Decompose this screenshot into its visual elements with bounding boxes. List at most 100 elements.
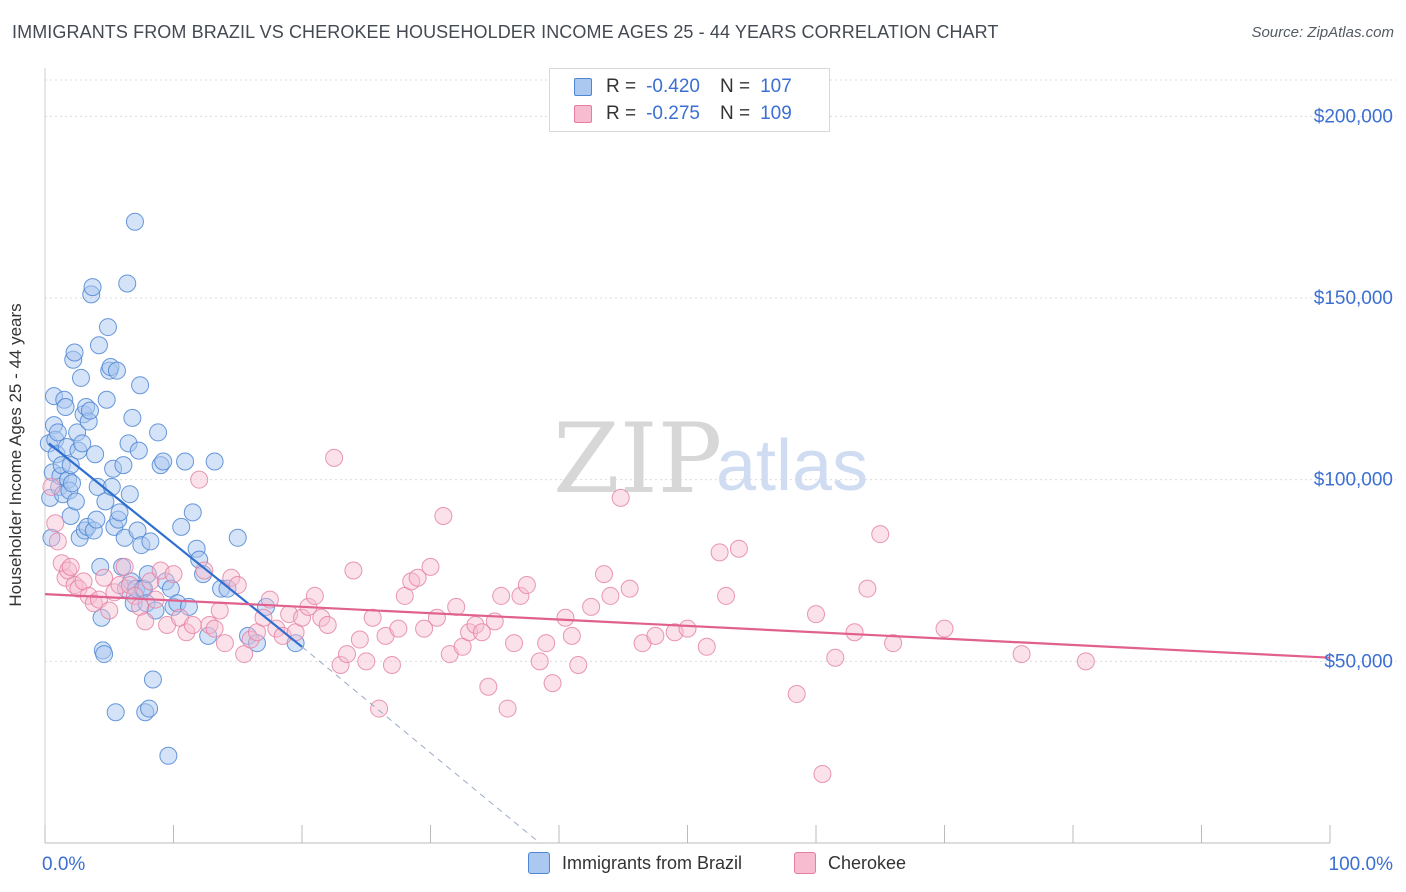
cherokee-trend-line	[44, 593, 1331, 659]
brazil-point-71	[129, 441, 148, 460]
stats-row-brazil: R = -0.420 N = 107	[574, 75, 792, 99]
tick-labels: $50,000 $100,000 $150,000 $200,000 0.0% 100.0…	[42, 106, 1393, 875]
cherokee-point-32	[200, 616, 219, 634]
y-tick-label-2: $150,000	[1314, 288, 1393, 309]
watermark: ZIP atlas	[553, 403, 868, 515]
cherokee-point-109	[935, 619, 954, 638]
cherokee-point-49	[305, 586, 324, 605]
y-tick-label-3: $200,000	[1314, 106, 1393, 127]
cherokee-point-65	[408, 568, 427, 587]
brazil-point-45	[95, 645, 114, 664]
cherokee-point-54	[337, 645, 356, 664]
axes	[44, 68, 1331, 844]
legend-label-cherokee: Cherokee	[828, 852, 907, 873]
cherokee-point-101	[729, 539, 748, 558]
r-value-brazil: -0.420	[646, 76, 700, 97]
cherokee-legend-swatch	[794, 852, 816, 874]
brazil-point-81	[143, 670, 162, 689]
cherokee-point-84	[537, 634, 556, 653]
source-label: Source: ZipAtlas.com	[1251, 24, 1394, 41]
cherokee-point-53	[331, 655, 350, 674]
cherokee-point-81	[511, 586, 530, 605]
cherokee-point-68	[427, 608, 446, 627]
cherokee-point-14	[100, 601, 119, 620]
cherokee-point-43	[267, 619, 286, 638]
brazil-point-20	[62, 474, 81, 493]
brazil-point-23	[66, 492, 85, 511]
brazil-point-80	[141, 532, 160, 551]
brazil-point-62	[118, 274, 137, 293]
brazil-point-27	[71, 368, 90, 387]
cherokee-point-69	[434, 507, 453, 525]
cherokee-point-100	[717, 586, 736, 605]
cherokee-point-71	[447, 597, 466, 616]
n-label: N =	[719, 76, 751, 97]
cherokee-point-111	[1076, 652, 1095, 671]
cherokee-point-34	[210, 601, 229, 620]
brazil-point-102	[228, 528, 247, 547]
grid-lines	[45, 79, 1396, 662]
watermark-zip: ZIP	[553, 403, 722, 515]
legend-item-brazil: Immigrants from Brazil	[528, 852, 742, 874]
brazil-point-38	[86, 445, 105, 464]
cherokee-point-90	[594, 565, 613, 584]
cherokee-point-104	[826, 648, 845, 667]
brazil-point-19	[61, 456, 80, 475]
brazil-point-72	[131, 376, 150, 395]
cherokee-point-103	[807, 605, 825, 624]
cherokee-point-66	[415, 619, 434, 638]
legend-item-cherokee: Cherokee	[794, 852, 906, 874]
cherokee-point-1	[46, 514, 65, 533]
cherokee-point-93	[620, 579, 639, 598]
cherokee-point-30	[190, 470, 209, 489]
cherokee-point-42	[260, 590, 279, 609]
brazil-point-36	[83, 278, 102, 297]
brazil-point-14	[56, 398, 75, 416]
brazil-point-91	[172, 517, 191, 536]
cherokee-point-86	[556, 608, 575, 627]
chart-title: IMMIGRANTS FROM BRAZIL VS CHEROKEE HOUSE…	[12, 22, 999, 42]
brazil-point-79	[140, 699, 159, 718]
cherokee-point-97	[678, 619, 697, 638]
brazil-point-54	[106, 703, 125, 722]
cherokee-point-57	[357, 652, 376, 671]
cherokee-point-58	[363, 608, 382, 627]
cherokee-point-67	[421, 557, 440, 576]
cherokee-point-75	[472, 623, 491, 642]
trend-lines	[44, 442, 1331, 844]
cherokee-point-28	[177, 623, 196, 642]
r-label: R =	[606, 103, 637, 124]
watermark-atlas: atlas	[716, 426, 868, 506]
brazil-point-57	[110, 503, 129, 522]
r-label: R =	[606, 76, 637, 97]
n-value-brazil: 107	[760, 76, 792, 97]
brazil-point-28	[73, 434, 92, 453]
x-tick-label-1: 100.0%	[1329, 854, 1394, 875]
cherokee-point-76	[479, 677, 498, 696]
brazil-point-87	[159, 746, 178, 765]
brazil-point-55	[107, 361, 126, 380]
brazil-point-43	[92, 608, 111, 627]
x-tick-label-0: 0.0%	[42, 854, 85, 875]
y-tick-label-0: $50,000	[1324, 651, 1393, 672]
brazil-point-94	[183, 503, 202, 522]
brazil-point-99	[205, 452, 224, 471]
cherokee-point-21	[136, 612, 155, 631]
cherokee-point-107	[871, 525, 890, 544]
brazil-legend-swatch	[528, 852, 550, 874]
cherokee-point-17	[115, 557, 134, 576]
brazil-trend-extension	[301, 646, 541, 844]
cherokee-point-89	[582, 597, 601, 616]
brazil-point-47	[97, 390, 116, 409]
cherokee-point-37	[228, 576, 247, 595]
cherokee-point-13	[95, 568, 114, 587]
series-legend: Immigrants from Brazil Cherokee	[0, 852, 1406, 878]
brazil-point-22	[65, 343, 84, 362]
cherokee-point-3	[52, 554, 71, 573]
stats-row-cherokee: R = -0.275 N = 109	[574, 102, 792, 126]
cherokee-point-106	[858, 579, 877, 598]
brazil-point-34	[80, 401, 99, 420]
cherokee-swatch	[574, 105, 592, 123]
cherokee-point-80	[505, 634, 524, 653]
